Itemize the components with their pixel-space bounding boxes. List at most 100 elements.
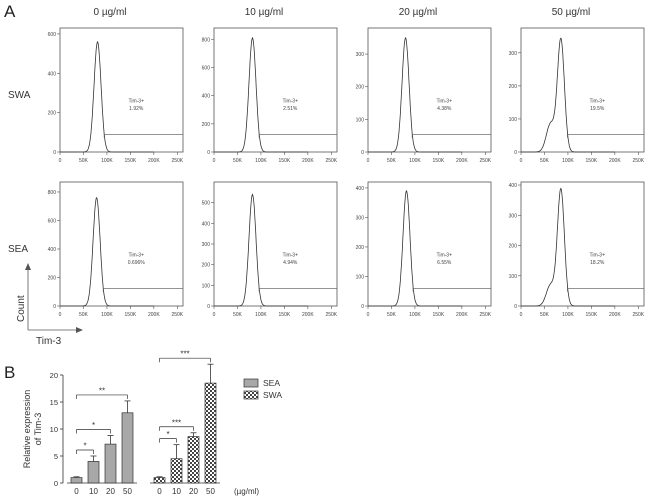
gate-label: Tim-3+ [283,252,299,258]
bar-y-tick-label: 0 [54,479,58,488]
x-tick-label: 50K [387,312,397,318]
y-tick-label: 300 [509,51,518,57]
y-tick-label: 400 [356,186,365,192]
y-tick-label: 300 [356,215,365,221]
y-tick-label: 400 [48,71,57,77]
x-tick-label: 50K [233,158,243,164]
y-tick-label: 0 [514,150,517,156]
x-tick-label: 50K [540,312,550,318]
x-tick-label: 200K [148,312,160,318]
x-tick-label: 250K [325,158,337,164]
significance-label: * [83,442,86,451]
x-tick-label: 100K [409,312,421,318]
bar-sea-0 [70,477,83,484]
x-tick-label: 200K [609,158,621,164]
y-tick-label: 500 [202,201,211,207]
y-tick-label: 600 [48,218,57,224]
histogram-curve [60,40,154,153]
y-tick-label: 600 [48,32,57,38]
y-tick-label: 0 [361,150,364,156]
bar-x-unit-label: (µg/ml) [234,487,259,496]
y-tick-label: 0 [207,304,210,310]
histogram-frame [213,181,338,307]
histogram-curve [214,193,308,307]
x-tick-label: 250K [171,312,183,318]
concentration-label-50: 50 µg/ml [552,7,591,18]
x-tick-label: 50K [79,312,89,318]
histogram-panel-swa-2: 0 100 200 300 0 50K 100K 150K 200K 250K Tim-3+ 4.38… [356,27,492,164]
y-tick-label: 300 [356,52,365,58]
gate-label: Tim-3+ [590,252,606,258]
x-tick-label: 100K [101,158,113,164]
y-tick-label: 800 [48,190,57,196]
x-tick-label: 50K [79,158,89,164]
x-tick-label: 200K [302,158,314,164]
y-tick-label: 200 [202,122,211,128]
x-tick-label: 150K [125,158,137,164]
histogram-curve [368,189,462,307]
histogram-panel-swa-1: 0 200 400 600 800 0 50K 100K 150K 200K 250K Tim-3+ 2… [202,27,338,164]
y-tick-label: 600 [202,65,211,71]
y-tick-label: 0 [207,150,210,156]
x-tick-label: 0 [59,312,62,318]
gate-percent: 19.5% [590,106,605,112]
y-tick-label: 100 [509,274,518,280]
significance-label: *** [180,350,189,359]
gate-label: Tim-3+ [283,98,299,104]
concentration-label-10: 10 µg/ml [245,7,284,18]
bar-category-label: 0 [157,487,162,496]
bar-category-label: 50 [123,487,132,496]
x-tick-label: 0 [213,312,216,318]
y-tick-label: 0 [53,150,56,156]
gate-percent: 18.2% [590,260,605,266]
y-tick-label: 200 [509,244,518,250]
x-tick-label: 250K [632,312,644,318]
x-tick-label: 250K [632,158,644,164]
bar-y-tick-label: 10 [50,425,58,434]
x-tick-label: 0 [367,158,370,164]
x-tick-label: 250K [479,312,491,318]
significance-label: * [166,430,169,439]
histogram-curve [521,37,615,153]
histogram-frame [367,181,492,307]
histogram-frame [59,27,184,153]
x-tick-label: 200K [456,312,468,318]
flow-axis-indicator: Count Tim-3 [16,263,83,347]
histogram-panel-swa-0: 0 200 400 600 0 50K 100K 150K 200K 250K Tim-3+ 1.92… [48,27,184,164]
gate-percent: 2.51% [283,106,298,112]
bar-sea-50 [121,412,134,484]
y-tick-label: 400 [509,183,518,189]
x-tick-label: 100K [562,312,574,318]
bar-category-label: 20 [189,487,198,496]
y-tick-label: 200 [356,85,365,91]
flow-histogram-grid: 0 200 400 600 0 50K 100K 150K 200K 250K Tim-3+ 1.92… [48,27,645,318]
x-tick-label: 250K [171,158,183,164]
x-tick-label: 200K [148,158,160,164]
x-tick-label: 50K [233,312,243,318]
histogram-curve [214,36,308,153]
y-tick-label: 100 [202,283,211,289]
histogram-frame [520,27,645,153]
row-label-sea: SEA [8,244,28,255]
x-tick-label: 100K [101,312,113,318]
gate-label: Tim-3+ [437,98,453,104]
y-tick-label: 100 [356,274,365,280]
bar-y-tick-label: 5 [54,452,58,461]
gate-percent: 4.38% [437,106,452,112]
gate-percent: 6.55% [437,260,452,266]
panel-a-letter: A [4,2,16,21]
x-tick-label: 200K [456,158,468,164]
x-tick-label: 0 [520,158,523,164]
histogram-frame [59,181,184,307]
histogram-panel-sea-3: 0 100 200 300 400 0 50K 100K 150K 200K 250K Tim-3+ 1… [509,181,645,318]
x-tick-label: 100K [562,158,574,164]
x-tick-label: 100K [409,158,421,164]
y-tick-label: 200 [202,263,211,269]
panel-b-letter: B [4,363,15,382]
bar-y-tick-label: 20 [50,371,58,380]
histogram-curve [521,187,615,307]
row-label-swa: SWA [8,90,31,101]
bar-category-label: 10 [89,487,98,496]
gate-percent: 4.94% [283,260,298,266]
